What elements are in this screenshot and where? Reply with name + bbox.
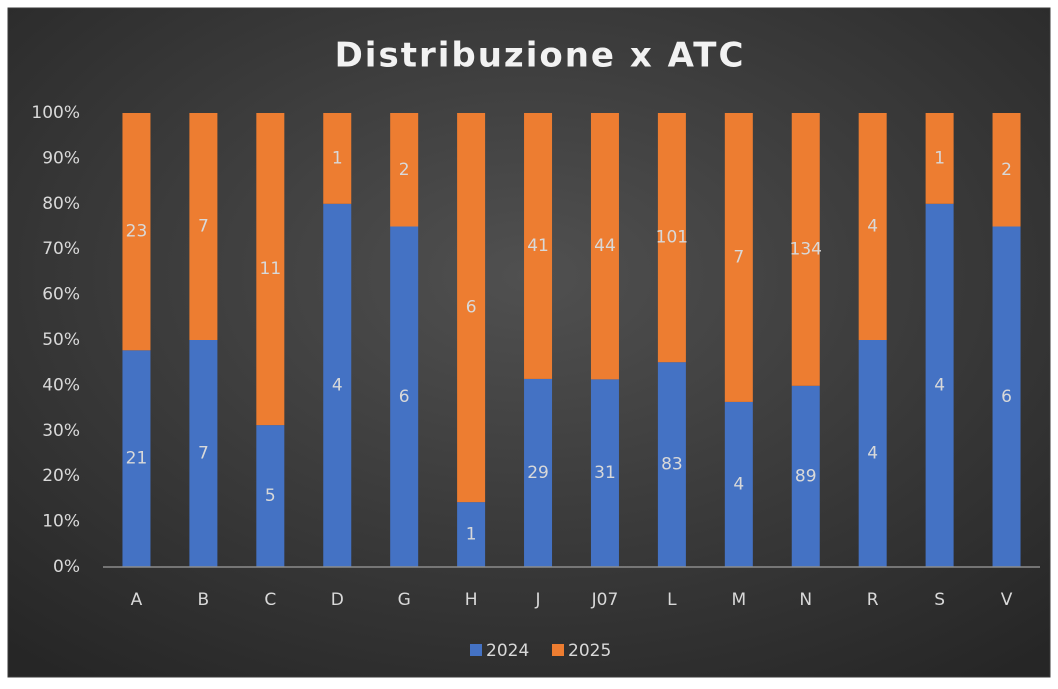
bar-segment bbox=[323, 113, 352, 204]
y-tick-label: 20% bbox=[42, 466, 80, 486]
bar-segment bbox=[189, 340, 218, 567]
data-label: 7 bbox=[198, 444, 209, 464]
y-tick-label: 90% bbox=[42, 148, 80, 168]
x-tick-label: A bbox=[131, 590, 143, 610]
data-label: 2 bbox=[399, 160, 410, 180]
bar-segment bbox=[858, 113, 887, 340]
data-label: 7 bbox=[733, 247, 744, 267]
bar-segment bbox=[524, 113, 553, 379]
x-tick-label: S bbox=[934, 590, 945, 610]
bar-segment bbox=[122, 350, 151, 567]
bar-segment bbox=[323, 203, 352, 568]
data-label: 7 bbox=[198, 217, 209, 237]
bar-segment bbox=[524, 378, 553, 567]
bar-segment bbox=[390, 226, 419, 567]
bar-segment bbox=[724, 401, 753, 567]
data-label: 23 bbox=[126, 222, 148, 242]
bar-segment bbox=[590, 113, 619, 380]
y-tick-label: 30% bbox=[42, 421, 80, 441]
data-label: 21 bbox=[126, 449, 148, 469]
bar-segment bbox=[791, 385, 820, 567]
y-tick-label: 40% bbox=[42, 375, 80, 395]
bar-segment bbox=[724, 113, 753, 402]
data-label: 31 bbox=[594, 463, 616, 483]
x-tick-label: J bbox=[535, 590, 541, 610]
y-tick-label: 10% bbox=[42, 512, 80, 532]
bar-segment bbox=[858, 340, 887, 567]
x-tick-label: M bbox=[731, 590, 746, 610]
x-tick-label: L bbox=[667, 590, 677, 610]
data-label: 4 bbox=[867, 444, 878, 464]
data-label: 44 bbox=[594, 236, 616, 256]
data-label: 6 bbox=[466, 298, 477, 318]
data-label: 11 bbox=[260, 259, 282, 279]
data-label: 1 bbox=[466, 525, 477, 545]
bar-segment bbox=[590, 379, 619, 567]
y-tick-label: 50% bbox=[42, 330, 80, 350]
x-tick-label: D bbox=[331, 590, 344, 610]
legend-swatch bbox=[552, 644, 564, 656]
data-label: 6 bbox=[399, 387, 410, 407]
x-tick-label: N bbox=[799, 590, 812, 610]
legend-swatch bbox=[470, 644, 482, 656]
bar-segment bbox=[657, 113, 686, 363]
data-label: 41 bbox=[527, 236, 549, 256]
x-tick-label: V bbox=[1001, 590, 1013, 610]
bar-segment bbox=[457, 113, 486, 503]
data-label: 4 bbox=[332, 375, 343, 395]
legend-label: 2024 bbox=[486, 641, 529, 661]
data-label: 2 bbox=[1001, 160, 1012, 180]
x-tick-label: G bbox=[398, 590, 411, 610]
bar-segment bbox=[992, 113, 1021, 227]
bar-segment bbox=[925, 113, 954, 204]
data-label: 134 bbox=[790, 239, 822, 259]
chart-title: Distribuzione x ATC bbox=[335, 36, 746, 76]
data-label: 1 bbox=[332, 148, 343, 168]
legend-label: 2025 bbox=[568, 641, 611, 661]
bar-segment bbox=[256, 113, 285, 426]
bar-segment bbox=[122, 113, 151, 351]
data-label: 4 bbox=[934, 375, 945, 395]
data-label: 4 bbox=[867, 217, 878, 237]
data-label: 89 bbox=[795, 466, 817, 486]
bar-segment bbox=[457, 502, 486, 567]
x-tick-label: J07 bbox=[591, 590, 619, 610]
y-tick-label: 70% bbox=[42, 239, 80, 259]
x-tick-label: R bbox=[867, 590, 879, 610]
data-label: 83 bbox=[661, 455, 683, 475]
x-tick-label: B bbox=[198, 590, 210, 610]
x-tick-label: C bbox=[264, 590, 276, 610]
data-label: 29 bbox=[527, 463, 549, 483]
data-label: 6 bbox=[1001, 387, 1012, 407]
data-label: 101 bbox=[656, 228, 688, 248]
data-label: 5 bbox=[265, 486, 276, 506]
bar-segment bbox=[992, 226, 1021, 567]
data-label: 1 bbox=[934, 148, 945, 168]
bar-segment bbox=[256, 425, 285, 567]
bar-segment bbox=[791, 113, 820, 386]
y-tick-label: 100% bbox=[31, 103, 80, 123]
y-tick-label: 0% bbox=[53, 557, 80, 577]
y-tick-label: 60% bbox=[42, 285, 80, 305]
data-label: 4 bbox=[733, 474, 744, 494]
bar-segment bbox=[925, 203, 954, 568]
x-tick-label: H bbox=[465, 590, 478, 610]
y-tick-label: 80% bbox=[42, 194, 80, 214]
bar-segment bbox=[189, 113, 218, 340]
bar-segment bbox=[657, 362, 686, 567]
bar-segment bbox=[390, 113, 419, 227]
